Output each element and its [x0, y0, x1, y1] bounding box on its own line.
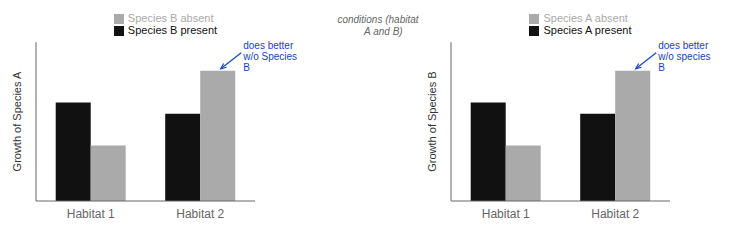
html-text:conditions (habitat A and B): conditions (habitat A and B): [337, 14, 419, 37]
svg-text:does betterw/o speciesB: does betterw/o speciesB: [657, 40, 710, 73]
svg-text:does betterw/o SpeciesB: does betterw/o SpeciesB: [242, 40, 297, 73]
html-text:Species A present: Species A present: [543, 24, 632, 37]
html-text:Species B absent: Species B absent: [127, 12, 214, 24]
svg-text:Habitat 1: Habitat 1: [67, 207, 115, 221]
svg-text:Growth of Species B: Growth of Species B: [426, 71, 438, 171]
html-text:Species A absent: Species A absent: [543, 12, 628, 24]
svg-text:Growth of Species A: Growth of Species A: [11, 71, 23, 171]
svg-text:Habitat 1: Habitat 1: [482, 207, 530, 221]
svg-text:Habitat 2: Habitat 2: [591, 207, 639, 221]
svg-text:Habitat 2: Habitat 2: [176, 207, 224, 221]
html-text:Species B present: Species B present: [127, 24, 218, 37]
